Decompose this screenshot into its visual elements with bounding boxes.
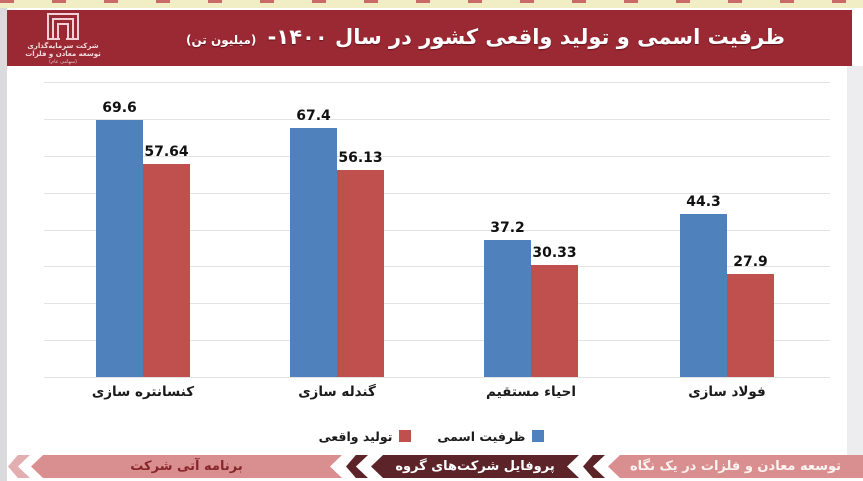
company-name-line3: (سهامی عام) [49, 59, 77, 65]
nav-tab-group-companies-profile[interactable]: پروفایل شرکت‌های گروه [371, 455, 579, 478]
legend-swatch-actual [399, 430, 412, 442]
legend-item-nominal: ظرفیت اسمی [437, 428, 545, 444]
gridline [44, 229, 830, 231]
bar-group: 37.2 30.33 [484, 82, 578, 377]
bar-nominal-capacity [96, 120, 143, 377]
company-name: شرکت سرمایه‌گذاری توسعه معادن و فلزات (س… [25, 42, 100, 66]
category-label: کنسانتره سازی [91, 384, 195, 400]
title-unit: (میلیون تن) [186, 33, 257, 47]
bar-actual-production [531, 265, 578, 377]
legend-swatch-nominal [532, 430, 545, 442]
gridline [44, 155, 830, 157]
nested-squares-logo-icon [45, 13, 81, 40]
company-name-line2: توسعه معادن و فلزات [25, 50, 101, 58]
gridline [44, 266, 830, 268]
edge-dashes [0, 0, 863, 3]
bar-nominal-capacity [484, 239, 531, 377]
right-edge-strip [847, 66, 863, 455]
bar-actual-production [337, 170, 384, 377]
bar-group: 44.3 27.9 [680, 82, 774, 377]
category-label: فولاد سازی [688, 384, 766, 400]
gridline [44, 82, 830, 83]
bar-nominal-capacity [290, 128, 337, 377]
bar-group: 67.4 56.13 [290, 82, 384, 377]
value-label: 30.33 [532, 245, 577, 262]
slide-header: شرکت سرمایه‌گذاری توسعه معادن و فلزات (س… [7, 10, 852, 66]
value-label: 67.4 [296, 108, 331, 125]
category-label: احیاء مستقیم [486, 384, 576, 400]
top-edge-strip [0, 0, 863, 8]
value-label: 44.3 [686, 193, 721, 210]
chevron-band-icon [583, 455, 605, 478]
value-label: 27.9 [733, 254, 768, 271]
bar-actual-production [143, 164, 190, 377]
chart-legend: ظرفیت اسمی تولید واقعی [0, 426, 863, 446]
chevron-band-icon [8, 455, 30, 478]
category-label: گندله سازی [298, 384, 376, 400]
company-logo: شرکت سرمایه‌گذاری توسعه معادن و فلزات (س… [7, 10, 119, 66]
chevron-band-icon [346, 455, 368, 478]
page-title: ظرفیت اسمی و تولید واقعی کشور در سال ۱۴۰… [186, 25, 785, 49]
gridline [44, 118, 830, 120]
gridline [44, 303, 830, 305]
value-label: 37.2 [490, 219, 525, 236]
bar-group: 69.6 57.64 [96, 82, 190, 377]
bar-actual-production [727, 274, 774, 377]
bar-chart-plot-area: 69.6 57.64 67.4 56.13 37.2 30.33 44.3 27.9 [44, 82, 830, 378]
value-label: 57.64 [144, 144, 189, 161]
value-label: 69.6 [102, 100, 137, 117]
left-edge-strip [0, 8, 7, 481]
legend-label-actual: تولید واقعی [318, 428, 393, 444]
gridline [44, 377, 830, 378]
gridline [44, 340, 830, 342]
company-name-line1: شرکت سرمایه‌گذاری [27, 42, 99, 50]
nav-tab-overview[interactable]: توسعه معادن و فلزات در یک نگاه [608, 455, 863, 478]
gridline [44, 192, 830, 194]
nav-tab-future-plan[interactable]: برنامه آتی شرکت [31, 455, 342, 478]
bar-nominal-capacity [680, 213, 727, 377]
legend-label-nominal: ظرفیت اسمی [437, 428, 526, 444]
value-label: 56.13 [338, 150, 383, 167]
category-axis-labels: کنسانتره سازی گندله سازی احیاء مستقیم فولاد… [0, 384, 863, 408]
legend-item-actual: تولید واقعی [319, 429, 412, 444]
